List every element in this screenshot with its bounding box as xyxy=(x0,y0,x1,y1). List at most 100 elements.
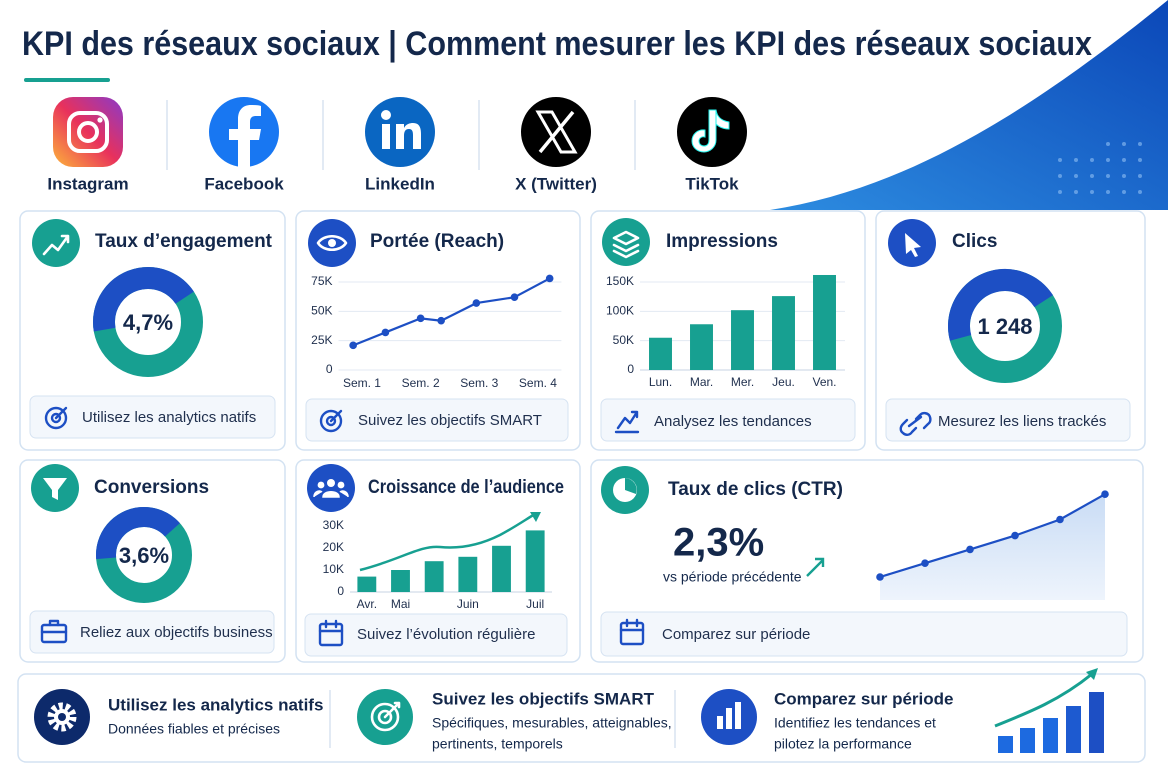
card-title: Croissance de l’audience xyxy=(368,477,564,498)
tip-text: Mesurez les liens trackés xyxy=(938,413,1106,430)
card-title: Taux d’engagement xyxy=(95,231,273,252)
area xyxy=(880,494,1105,600)
y-tick-label: 25K xyxy=(311,333,332,347)
kpi-note: vs période précédente xyxy=(663,569,802,585)
x-tick-label: Sem. 1 xyxy=(343,376,381,390)
y-tick-label: 50K xyxy=(613,333,634,347)
tip-text: Analysez les tendances xyxy=(654,413,812,430)
bar xyxy=(391,570,410,592)
bar xyxy=(690,324,713,370)
point xyxy=(349,341,357,350)
bar xyxy=(357,576,377,592)
kpi-value: 3,6% xyxy=(119,543,169,568)
bar xyxy=(813,274,836,370)
point xyxy=(381,328,390,337)
bar xyxy=(772,296,795,370)
tip-text: Reliez aux objectifs business xyxy=(80,624,273,641)
footer-title: Utilisez les analytics natifs xyxy=(108,695,323,714)
title-underline xyxy=(24,78,110,82)
card-title: Clics xyxy=(952,231,997,252)
x-tick-label: Mar. xyxy=(690,375,713,389)
engagement-card: Taux d’engagement 4,7% Utilisez les anal… xyxy=(29,219,276,439)
point xyxy=(545,274,554,283)
bar xyxy=(731,310,754,370)
decor-bars xyxy=(994,668,1104,753)
footer-text: pilotez la performance xyxy=(774,736,912,752)
tip-text: Utilisez les analytics natifs xyxy=(82,409,256,426)
x-tick-label: Lun. xyxy=(649,375,672,389)
y-tick-label: 0 xyxy=(337,584,344,598)
x-tick-label: Sem. 4 xyxy=(519,376,557,390)
platform-label: TikTok xyxy=(685,174,739,193)
card xyxy=(295,210,581,451)
page-title: KPI des réseaux sociaux | Comment mesure… xyxy=(22,25,1092,63)
card xyxy=(19,210,286,451)
decor-trend xyxy=(359,512,536,572)
y-tick-label: 0 xyxy=(627,362,634,376)
point xyxy=(510,293,519,302)
card xyxy=(875,210,1146,451)
tip-text: Suivez les objectifs SMART xyxy=(358,412,542,429)
point xyxy=(437,316,445,325)
card xyxy=(295,459,581,663)
y-tick-label: 10K xyxy=(323,562,344,576)
x-tick-label: Ven. xyxy=(812,375,836,389)
card-title: Conversions xyxy=(94,477,209,498)
tip-text: Suivez l’évolution régulière xyxy=(357,626,535,643)
impressions-card: Impressions Analysez les tendances xyxy=(600,218,856,442)
kpi-value: 2,3% xyxy=(673,521,764,565)
clicks-card: Clics 1 248 Mesurez les liens trackés xyxy=(885,219,1131,442)
footer-title: Comparez sur période xyxy=(774,689,954,708)
x-tick-label: Mai xyxy=(391,597,410,611)
bar xyxy=(525,530,545,592)
tip-text: Comparez sur période xyxy=(662,626,810,643)
platform-label: Facebook xyxy=(204,174,284,193)
platform-label: X (Twitter) xyxy=(515,174,597,193)
x-tick-label: Sem. 2 xyxy=(402,376,440,390)
decor-arrow xyxy=(806,557,825,577)
footer-text: Données fiables et précises xyxy=(108,721,280,737)
footer: Utilisez les analytics natifs Données fi… xyxy=(17,668,1146,763)
reach-card: Portée (Reach) Suivez les objectifs SMAR… xyxy=(305,219,569,442)
point xyxy=(472,299,481,307)
y-tick-label: 20K xyxy=(323,540,344,554)
kpi-value: 4,7% xyxy=(123,310,173,335)
point xyxy=(966,545,974,554)
point xyxy=(1056,515,1064,524)
ctr-card: Taux de clics (CTR) 2,3% vs période préc… xyxy=(600,466,1128,657)
footer-title: Suivez les objectifs SMART xyxy=(432,689,655,708)
y-tick-label: 50K xyxy=(311,303,332,317)
card xyxy=(590,210,866,451)
x-tick-label: Juil xyxy=(526,597,544,611)
y-tick-label: 150K xyxy=(606,274,634,288)
decor-swoosh xyxy=(770,0,1168,210)
point xyxy=(416,314,425,323)
card-title: Impressions xyxy=(666,231,778,252)
point xyxy=(876,573,884,581)
footer-text: pertinents, temporels xyxy=(432,736,563,752)
bar xyxy=(649,337,672,370)
card-title: Portée (Reach) xyxy=(370,231,504,252)
instagram-logo xyxy=(53,97,123,167)
footer-text: Spécifiques, mesurables, atteignables, xyxy=(432,715,672,731)
x-tick-label: Avr. xyxy=(357,597,377,611)
bar xyxy=(492,545,511,592)
footer-text: Identifiez les tendances et xyxy=(774,715,936,731)
x-tick-label: Sem. 3 xyxy=(460,376,498,390)
line xyxy=(879,493,1106,579)
kpi-value: 1 248 xyxy=(977,314,1032,339)
y-tick-label: 100K xyxy=(606,304,634,318)
platform-label: Instagram xyxy=(47,174,128,193)
decor-dots xyxy=(1058,142,1142,194)
bar xyxy=(424,561,444,592)
platforms: Instagram Facebook LinkedIn X (Twitter) … xyxy=(47,97,747,193)
point xyxy=(1101,490,1109,499)
y-tick-label: 30K xyxy=(323,518,344,532)
y-tick-label: 75K xyxy=(311,274,332,288)
x-tick-label: Jeu. xyxy=(772,375,795,389)
platform-label: LinkedIn xyxy=(365,174,435,193)
bar xyxy=(458,556,478,592)
x-tick-label: Juin xyxy=(457,597,479,611)
x-tick-label: Mer. xyxy=(731,375,754,389)
